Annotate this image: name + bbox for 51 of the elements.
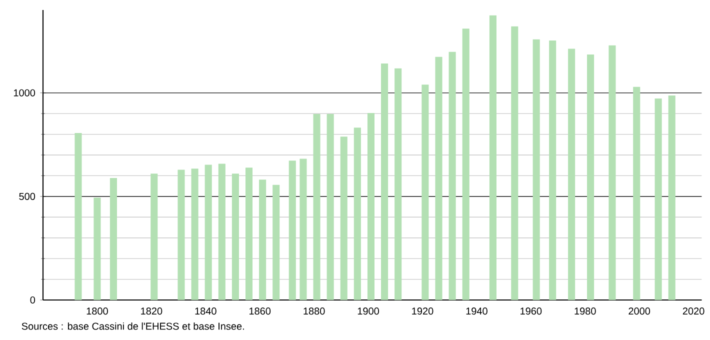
bar [462, 28, 470, 300]
bar [191, 168, 198, 300]
bar [326, 114, 334, 300]
x-tick-label: 2020 [682, 308, 704, 315]
bar [313, 114, 320, 300]
bar [110, 178, 118, 300]
y-tick-label: 500 [19, 192, 36, 200]
bar [300, 158, 307, 300]
bar [633, 86, 640, 300]
bar [288, 160, 296, 300]
y-tick-label: 0 [30, 296, 36, 304]
bar [204, 164, 212, 300]
bar [654, 98, 662, 300]
x-tick-label: 1820 [141, 308, 162, 315]
bar [532, 39, 540, 300]
x-tick-label: 1960 [520, 308, 542, 315]
bar [94, 198, 101, 300]
x-tick-label: 1940 [466, 308, 488, 315]
bar [74, 133, 82, 300]
bar [448, 52, 456, 300]
bar [608, 45, 616, 300]
bar [489, 15, 496, 300]
bar [587, 54, 594, 300]
x-tick-label: 1920 [412, 308, 434, 315]
x-tick-label: 1840 [195, 308, 216, 315]
bar [367, 112, 375, 300]
bar [568, 48, 576, 300]
x-tick-label: 1900 [358, 308, 379, 315]
bar [511, 26, 518, 300]
bar [232, 174, 239, 300]
bar [435, 56, 442, 300]
x-tick-label: 1800 [86, 308, 108, 315]
x-tick-label: 1880 [304, 308, 325, 315]
y-tick-label: 1000 [14, 89, 36, 96]
bar [381, 63, 388, 300]
bar [218, 164, 226, 300]
bar [272, 184, 280, 300]
bar [549, 40, 556, 300]
bar [394, 68, 402, 300]
bar [422, 84, 429, 300]
bar [668, 96, 676, 300]
x-tick-label: 1980 [574, 308, 596, 315]
bar [245, 168, 253, 300]
x-tick-label: 2000 [628, 308, 650, 315]
source-note: Sources : base Cassini de l'EHESS et base Insee. [22, 322, 244, 330]
bar [340, 136, 348, 300]
x-tick-label: 1860 [249, 308, 271, 315]
bar [354, 128, 361, 300]
bar [178, 170, 185, 300]
bar [150, 174, 158, 300]
bar [259, 180, 266, 300]
